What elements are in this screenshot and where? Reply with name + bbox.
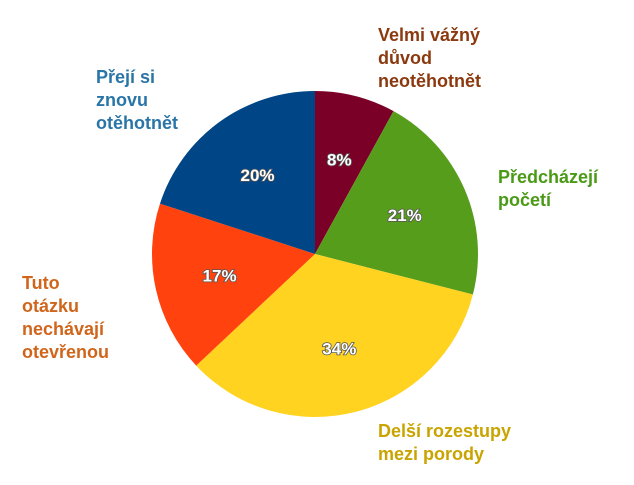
pie-slice-1 (315, 91, 394, 254)
pie-percent-label-4: 17% (203, 266, 237, 285)
percentage-labels: 8% 21% 34% 17% 20% (202, 149, 423, 359)
pie-slice-3 (196, 254, 473, 417)
pie-slice-5 (159, 90, 315, 255)
pie-percent-label-3: 34% (322, 340, 356, 359)
pie-slices (152, 90, 478, 417)
pie-slice-4 (152, 203, 315, 366)
category-label-delsi-rozestupy: Delší rozestupy mezi porody (378, 421, 512, 464)
category-label-predchazeji-poceti: Předcházejí početí (498, 167, 599, 210)
pie-slice-2 (315, 111, 478, 295)
pie-percent-label-5: 20% (240, 166, 274, 185)
category-label-preji-si-znovu: Přejí si znovu otěhotnět (96, 67, 178, 133)
pie-percent-label-1: 8% (327, 150, 352, 169)
pie-percent-label-2: 21% (388, 206, 422, 225)
category-label-velmi-vazny-duvod: Velmi vážný důvod neotěhotnět (378, 25, 481, 91)
category-label-tuto-otazku: Tuto otázku nechávají otevřenou (22, 273, 110, 362)
